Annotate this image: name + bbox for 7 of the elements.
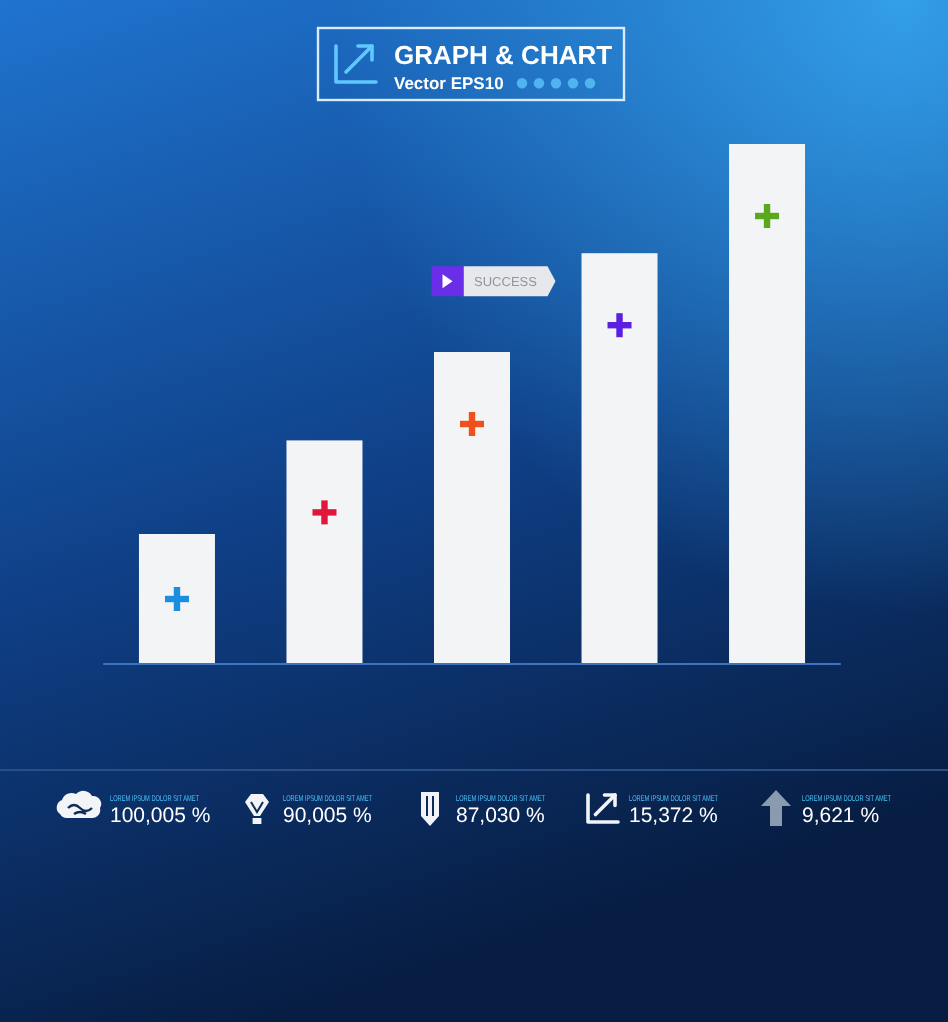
chart-subtitle: Vector EPS10 [394, 73, 505, 93]
text: 87,030 % [456, 804, 545, 828]
text: 15,372 % [629, 804, 718, 828]
text: 90,005 % [283, 804, 372, 828]
text: 9,621 % [802, 804, 880, 828]
chart-title: GRAPH & CHART [394, 40, 613, 70]
text: 100,005 % [110, 804, 211, 828]
